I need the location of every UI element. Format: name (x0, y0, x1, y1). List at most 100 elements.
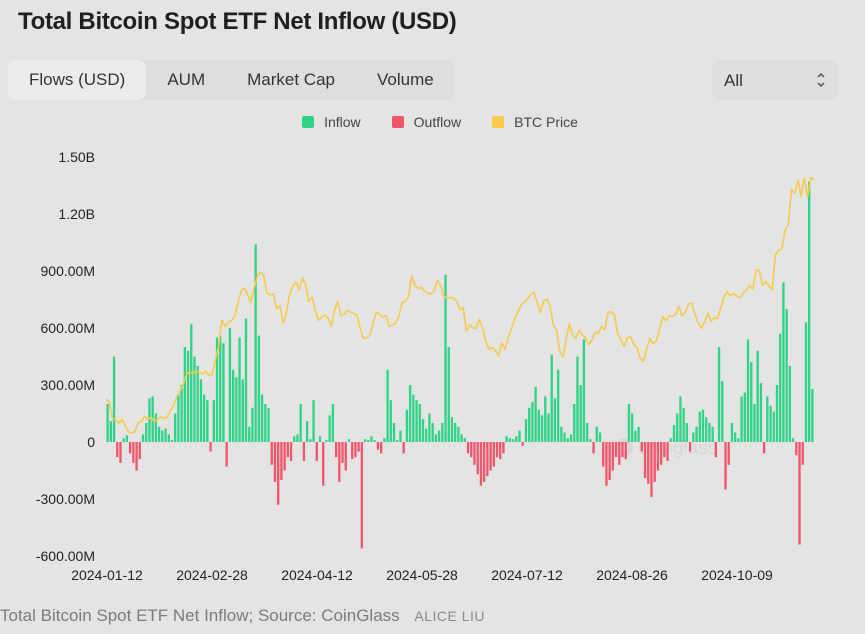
inflow-bar (106, 404, 109, 442)
inflow-bar (325, 440, 328, 442)
inflow-bar (167, 434, 170, 442)
inflow-bar (183, 347, 187, 442)
outflow-bar (624, 442, 627, 460)
inflow-bar (531, 402, 534, 442)
inflow-bar (450, 417, 454, 442)
inflow-bar (775, 385, 779, 442)
inflow-bar (241, 379, 244, 442)
outflow-bar (289, 442, 293, 461)
inflow-bar (412, 394, 415, 442)
inflow-bar (769, 405, 772, 442)
inflow-bar (576, 356, 579, 442)
inflow-bar (589, 439, 592, 442)
inflow-bar (257, 335, 261, 442)
legend-swatch-outflow (391, 116, 404, 128)
inflow-bar (418, 404, 421, 442)
inflow-bar (408, 385, 412, 442)
inflow-bar (598, 432, 602, 442)
inflow-bar (563, 432, 566, 442)
inflow-bar (743, 392, 746, 442)
outflow-bar (277, 442, 280, 505)
inflow-bar (203, 394, 206, 442)
chart-legend: Inflow Outflow BTC Price (0, 114, 865, 130)
page-title: Total Bitcoin Spot ETF Net Inflow (USD) (18, 8, 457, 35)
inflow-bar (573, 404, 576, 442)
y-tick-label: -300.00M (36, 491, 95, 507)
inflow-bar (766, 396, 769, 442)
inflow-bar (698, 411, 701, 442)
inflow-bar (347, 439, 351, 442)
outflow-bar (656, 442, 660, 471)
inflow-bar (441, 423, 444, 442)
x-tick-label: 2024-01-12 (71, 567, 143, 583)
inflow-bar (367, 440, 370, 442)
inflow-bar (170, 440, 174, 442)
outflow-bar (663, 442, 666, 458)
inflow-bar (244, 318, 248, 442)
x-tick-label: 2024-07-12 (491, 567, 563, 583)
outflow-bar (138, 442, 141, 460)
outflow-bar (302, 442, 306, 461)
inflow-bar (399, 430, 402, 442)
inflow-bar (569, 434, 573, 442)
legend-item-btc-price[interactable]: BTC Price (477, 114, 578, 130)
inflow-bar (312, 400, 315, 442)
inflow-bar (447, 347, 450, 442)
range-select-value: All (724, 71, 743, 90)
inflow-bar (328, 415, 331, 442)
inflow-bar (331, 404, 335, 442)
inflow-bar (148, 398, 151, 442)
outflow-bar (724, 442, 727, 490)
x-tick-label: 2024-05-28 (386, 567, 458, 583)
inflow-bar (711, 426, 714, 442)
legend-item-inflow[interactable]: Inflow (287, 114, 361, 130)
inflow-bar (679, 396, 682, 442)
y-tick-label: 1.50B (58, 149, 95, 165)
outflow-bar (376, 442, 380, 450)
inflow-bar (737, 438, 740, 442)
outflow-bar (135, 442, 138, 471)
outflow-bar (341, 442, 344, 463)
inflow-bar (296, 434, 299, 442)
tab-volume[interactable]: Volume (377, 70, 434, 89)
inflow-bar (595, 426, 598, 442)
tab-market-cap[interactable]: Market Cap (247, 70, 335, 89)
inflow-bar (669, 438, 672, 442)
outflow-bar (466, 442, 470, 454)
inflow-bar (196, 366, 199, 442)
chevron-up-down-icon (817, 72, 825, 88)
inflow-bar (672, 424, 676, 442)
inflow-bar (721, 381, 724, 442)
inflow-bar (164, 428, 167, 442)
inflow-bar (547, 413, 550, 442)
figure-caption: Total Bitcoin Spot ETF Net Inflow; Sourc… (0, 606, 485, 626)
range-select[interactable]: All (712, 60, 838, 100)
inflow-bar (705, 417, 708, 442)
x-tick-label: 2024-02-28 (176, 567, 248, 583)
inflow-bar (695, 426, 698, 442)
outflow-bar (492, 442, 495, 467)
inflow-bar (415, 400, 418, 442)
outflow-bar (688, 442, 692, 452)
inflow-bar (174, 413, 177, 442)
tab-aum[interactable]: AUM (167, 70, 206, 89)
outflow-bar (470, 442, 473, 458)
inflow-bar (557, 369, 560, 442)
inflow-bar (511, 439, 515, 442)
outflow-bar (602, 442, 605, 467)
outflow-bar (354, 442, 357, 458)
inflow-bar (383, 438, 386, 442)
legend-item-outflow[interactable]: Outflow (377, 114, 461, 130)
inflow-bar (759, 383, 763, 442)
inflow-bar (437, 430, 441, 442)
outflow-bar (614, 442, 618, 458)
tab-flows[interactable]: Flows (USD) (8, 60, 147, 100)
inflow-bar (717, 347, 721, 442)
inflow-bar (373, 440, 376, 442)
outflow-bar (482, 442, 486, 482)
inflow-bar (753, 404, 756, 442)
outflow-bar (798, 442, 801, 545)
y-tick-label: 1.20B (58, 206, 95, 222)
inflow-bar (421, 419, 425, 442)
outflow-bar (132, 442, 135, 463)
